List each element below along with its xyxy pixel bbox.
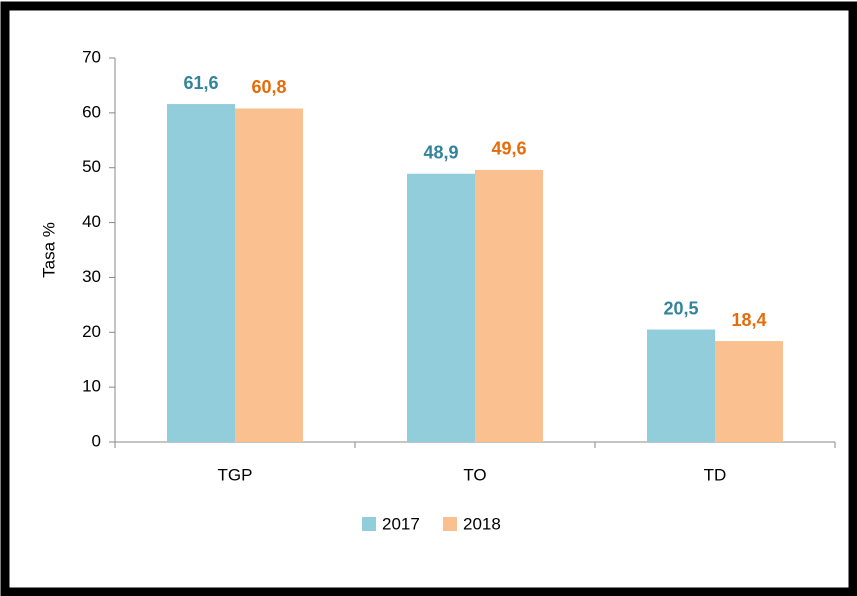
legend-label: 2018: [463, 514, 501, 533]
y-tick-label: 40: [82, 212, 101, 231]
y-axis-label: Tasa %: [39, 222, 58, 278]
y-tick-label: 0: [92, 431, 101, 450]
bar: [407, 173, 475, 442]
legend-label: 2017: [382, 514, 420, 533]
y-tick-label: 30: [82, 267, 101, 286]
legend-swatch: [443, 517, 457, 531]
value-label: 20,5: [663, 298, 698, 318]
y-tick-label: 60: [82, 102, 101, 121]
bar: [715, 341, 783, 442]
y-tick-label: 70: [82, 47, 101, 66]
x-tick-label: TD: [704, 465, 727, 484]
bar: [235, 108, 303, 443]
x-tick-label: TO: [463, 465, 486, 484]
bar: [475, 169, 543, 442]
bar: [167, 104, 235, 442]
y-tick-label: 10: [82, 377, 101, 396]
value-label: 48,9: [423, 142, 458, 162]
legend-swatch: [362, 517, 376, 531]
y-tick-label: 20: [82, 322, 101, 341]
bar: [647, 329, 715, 442]
value-label: 49,6: [491, 139, 526, 159]
value-label: 61,6: [183, 73, 218, 93]
value-label: 18,4: [731, 310, 766, 330]
value-label: 60,8: [251, 77, 286, 97]
y-tick-label: 50: [82, 157, 101, 176]
x-tick-label: TGP: [218, 465, 253, 484]
